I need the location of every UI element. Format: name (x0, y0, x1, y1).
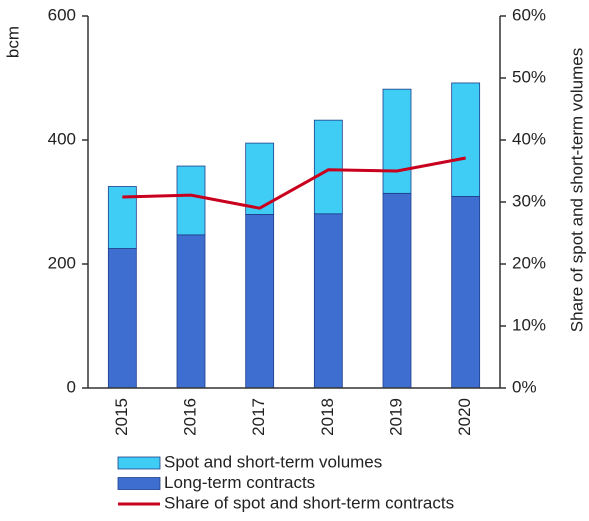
y2-tick-label: 20% (512, 253, 546, 272)
y2-tick-label: 30% (512, 191, 546, 210)
x-tick-label: 2018 (318, 398, 337, 436)
legend-label: Spot and short-term volumes (164, 452, 382, 471)
y-axis-label: bcm (3, 26, 22, 58)
bar (451, 82, 481, 197)
y2-tick-label: 10% (512, 315, 546, 334)
bar (313, 213, 343, 389)
bar (382, 88, 412, 194)
y-tick-label: 400 (48, 129, 76, 148)
y2-axis-label: Share of spot and short-term volumes (567, 48, 586, 332)
legend-swatch (117, 477, 161, 490)
y-tick-label: 0 (67, 377, 76, 396)
legend-label: Share of spot and short-term contracts (164, 493, 454, 512)
y2-tick-label: 40% (512, 129, 546, 148)
y2-tick-label: 50% (512, 67, 546, 86)
y-tick-label: 600 (48, 5, 76, 24)
legend-label: Long-term contracts (164, 473, 315, 492)
y2-tick-label: 60% (512, 5, 546, 24)
bar (176, 234, 206, 389)
bar (107, 248, 137, 389)
bar (451, 196, 481, 389)
bar (382, 192, 412, 389)
y2-tick-label: 0% (512, 377, 537, 396)
y-tick-label: 200 (48, 253, 76, 272)
bar (176, 165, 206, 236)
x-tick-label: 2017 (249, 398, 268, 436)
x-tick-label: 2015 (112, 398, 131, 436)
x-tick-label: 2019 (386, 398, 405, 436)
bar (313, 119, 343, 215)
x-tick-label: 2020 (455, 398, 474, 436)
line-series (122, 156, 466, 210)
x-tick-label: 2016 (180, 398, 199, 436)
legend-swatch (117, 456, 161, 470)
bar (245, 213, 275, 389)
